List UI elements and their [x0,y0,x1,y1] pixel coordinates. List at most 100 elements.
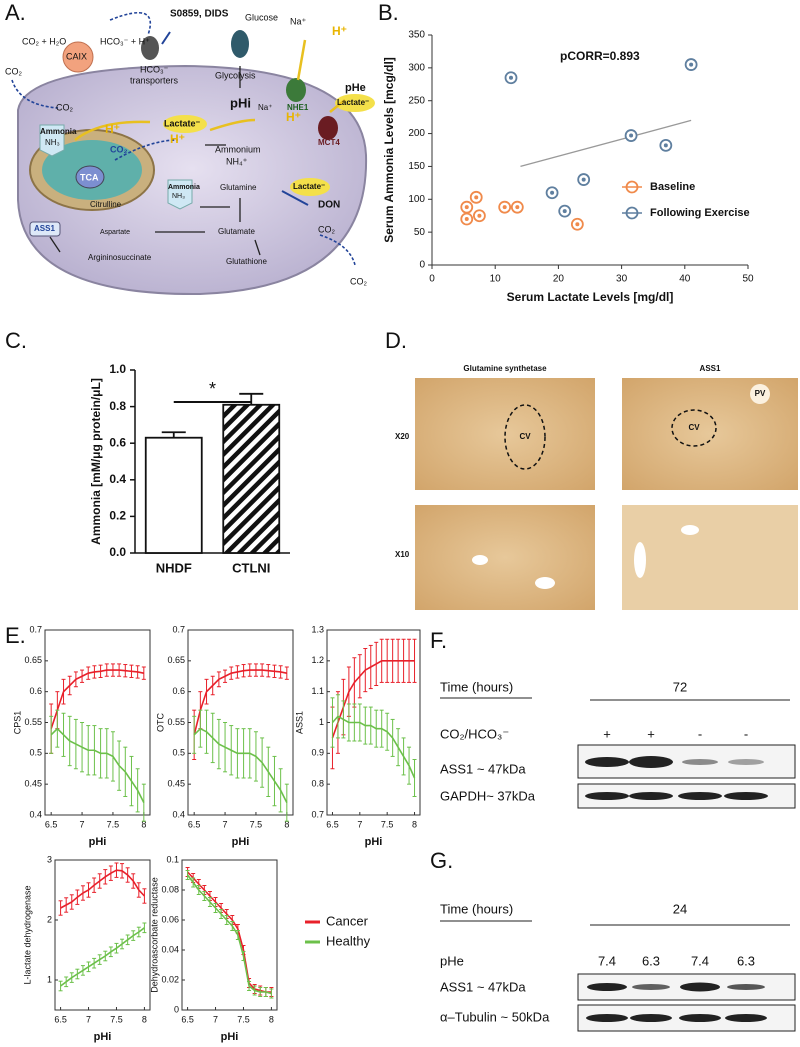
diagram-label: CO₂ [110,144,128,154]
diagram-label: Ammonia [168,184,200,191]
y-axis-label: OTC [155,713,165,732]
column-header: Glutamine synthetase [463,364,547,373]
y-tick-label: 1.0 [109,362,126,376]
y-tick-label: 0.5 [172,748,185,758]
y-tick-label: 0.5 [29,748,42,758]
x-tick-label: 7.5 [107,819,120,829]
point-center [575,222,580,227]
plot-frame [326,629,421,816]
y-tick-label: 0.4 [29,809,42,819]
diagram-label: H⁺ [286,110,301,124]
point-center [515,205,520,210]
panel-letter: F. [430,628,447,653]
diagram-label: Ammonium [215,144,261,154]
diagram-label: Lactate⁻ [337,98,369,107]
diagram-label: H⁺ [105,122,120,136]
y-tick-label: 0.8 [109,399,126,413]
diagram-label: HCO₃⁻ + H⁺ [100,36,150,46]
y-tick-label: 0.2 [109,509,126,523]
histology-images [415,378,798,610]
point-center [663,143,668,148]
x-axis-label: pHi [365,836,383,848]
time-label: Time (hours) [440,901,513,916]
diagram-label: Glucose [245,12,278,22]
diagram-label: transporters [130,75,179,85]
diagram-label: CO₂ [350,276,368,286]
plot-frame [44,629,151,816]
x-tick-label: 6.5 [326,819,339,829]
panel-letter: E. [5,623,26,648]
x-tick-label: 50 [742,274,754,285]
y-tick-label: 0.9 [311,748,324,758]
x-tick-label: 6.5 [54,1014,67,1024]
y-tick-label: 0.6 [172,686,185,696]
y-axis-label: Dehydroascorbate reductase [149,877,159,993]
series-line [193,669,287,736]
x-tick-label: 7 [86,1014,91,1024]
plot-frame [54,859,151,1011]
time-value: 72 [673,679,687,694]
x-tick-label: 8 [269,1014,274,1024]
diagram-label: Glutathione [226,257,267,266]
x-tick-label: 7 [357,819,362,829]
series-line [60,869,145,909]
plot-frame [181,859,278,1011]
y-tick-label: 0 [419,260,425,271]
time-value: 24 [673,901,687,916]
cell-diagram [11,11,375,296]
y-tick-label: 0.55 [167,717,185,727]
diagram-label: CO₂ [56,102,74,112]
diagram-label: NHE1 [287,103,309,112]
x-tick-label: 0 [429,274,435,285]
point-center [464,205,469,210]
point-center [581,177,586,182]
band-label: ASS1 ~ 47kDa [440,979,526,994]
y-axis-label: Ammonia [mM/μg protein/μL] [89,378,103,545]
diagram-label: ASS1 [34,224,55,233]
x-tick-label: CTLNI [232,560,270,575]
image-label: CV [688,423,700,432]
diagram-label: DON [318,200,340,211]
diagram-label: HCO₃⁻ [140,64,169,74]
x-tick-label: NHDF [156,560,192,575]
trend-line [520,119,692,168]
y-tick-label: 0.1 [166,854,179,864]
bar [222,403,281,554]
x-tick-label: 8 [141,819,146,829]
y-tick-label: 0.0 [109,545,126,559]
series-line [187,871,272,993]
diagram-label: Na⁺ [290,16,307,26]
y-tick-label: 2 [47,914,52,924]
diagram-label: Na⁺ [258,103,272,112]
annotation: pCORR=0.893 [560,49,640,63]
condition-label: pHe [440,953,464,968]
diagram-label: pHe [345,82,366,94]
point-center [464,217,469,221]
plot-frame [187,629,294,816]
condition-value: 7.4 [598,953,616,968]
diagram-label: CO₂ + H₂O [22,36,66,46]
panel-letter: A. [5,0,26,25]
y-tick-label: 350 [408,30,425,41]
diagram-label: Glycolysis [215,70,256,80]
x-tick-label: 8 [284,819,289,829]
band-label: ASS1 ~ 47kDa [440,761,526,776]
image-label: CV [519,432,531,441]
y-tick-label: 300 [408,62,425,73]
row-label: X20 [395,432,410,441]
point-center [502,205,507,210]
point-center [629,133,634,138]
legend-label: Cancer [326,913,369,928]
condition-value: - [744,726,748,741]
x-axis-label: pHi [221,1031,239,1043]
y-tick-label: 0.6 [109,435,126,449]
x-tick-label: 7 [80,819,85,829]
diagram-label: Lactate⁻ [164,118,201,128]
y-tick-label: 0.65 [24,655,42,665]
diagram-label: Ammonia [40,127,77,136]
y-tick-label: 0 [174,1004,179,1014]
y-tick-label: 0.8 [311,779,324,789]
y-tick-label: 0.45 [167,779,185,789]
y-tick-label: 0.6 [29,686,42,696]
condition-label: CO₂/HCO₃⁻ [440,726,509,741]
